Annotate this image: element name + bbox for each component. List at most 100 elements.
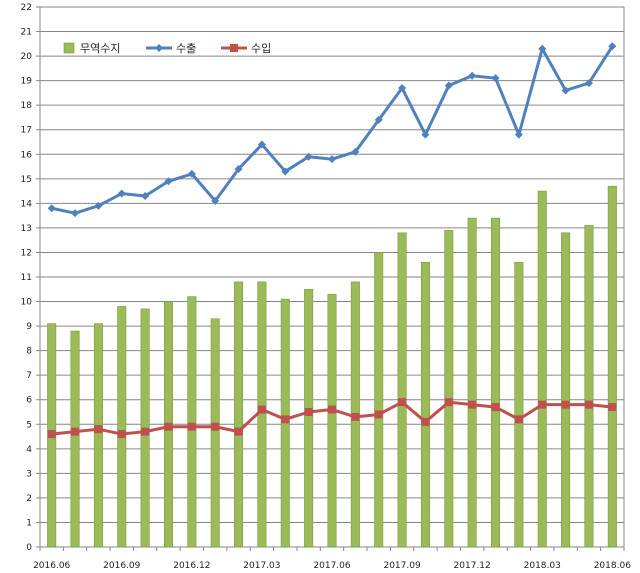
point-수출-2017.07: [351, 147, 360, 156]
y-tick-label: 10: [21, 298, 33, 308]
bar-2018.06: [607, 185, 617, 548]
bar-2016.07: [70, 330, 80, 548]
bar-2016.09: [117, 306, 127, 548]
bar-2017.03: [257, 281, 267, 548]
bar-2017.08: [374, 252, 384, 548]
point-수출-2016.12: [187, 169, 196, 178]
point-수입-2017.11: [444, 398, 453, 407]
point-수출-2016.10: [141, 192, 150, 200]
x-tick-label: 2017.03: [243, 561, 280, 571]
point-수입-2018.03: [538, 400, 547, 409]
point-수입-2018.05: [584, 400, 593, 409]
x-tick-label: 2016.12: [173, 561, 210, 571]
legend-label-수출: 수출: [176, 42, 196, 55]
y-tick-label: 11: [21, 273, 32, 283]
point-수입-2017.08: [374, 410, 383, 419]
bar-2017.09: [397, 232, 407, 548]
legend-marker-수입: [230, 44, 238, 52]
point-수입-2016.08: [94, 425, 103, 434]
point-수출-2016.09: [117, 189, 126, 198]
point-수입-2017.10: [421, 417, 430, 426]
point-수출-2016.06: [47, 204, 56, 213]
point-수출-2016.08: [94, 201, 103, 210]
x-tick-label: 2018.03: [524, 561, 561, 571]
x-tick-label: 2017.09: [383, 561, 420, 571]
y-tick-label: 19: [21, 77, 33, 87]
y-tick-label: 15: [21, 175, 32, 185]
y-tick-label: 4: [26, 445, 32, 455]
point-수출-2017.05: [304, 152, 313, 161]
x-tick-label: 2017.06: [313, 561, 350, 571]
point-수출-2018.01: [491, 74, 500, 83]
x-tick-label: 2017.12: [454, 561, 491, 571]
point-수입-2016.10: [141, 427, 150, 436]
y-tick-label: 8: [26, 347, 32, 357]
y-tick-label: 9: [26, 322, 32, 332]
y-tick-label: 20: [21, 52, 33, 62]
point-수출-2018.02: [514, 130, 523, 139]
point-수입-2018.02: [514, 415, 523, 424]
point-수입-2018.06: [608, 403, 617, 412]
bar-2017.12: [467, 217, 477, 548]
x-tick-label: 2018.06: [594, 561, 631, 571]
point-수출-2018.04: [561, 86, 570, 95]
y-tick-label: 22: [21, 3, 32, 13]
bar-2017.06: [327, 293, 337, 548]
y-tick-label: 12: [21, 248, 32, 258]
legend-swatch-무역수지: [63, 42, 75, 54]
bar-2018.03: [537, 190, 547, 548]
point-수입-2017.09: [398, 398, 407, 407]
point-수입-2017.05: [304, 408, 313, 416]
bar-2018.04: [561, 232, 571, 548]
point-수출-2018.03: [538, 44, 547, 53]
y-tick-label: 17: [21, 126, 32, 136]
point-수출-2017.12: [468, 71, 477, 80]
point-수출-2017.09: [398, 84, 407, 92]
y-tick-label: 16: [21, 150, 33, 160]
point-수입-2017.02: [234, 427, 243, 436]
point-수출-2017.01: [211, 196, 220, 205]
point-수출-2017.03: [257, 140, 266, 149]
point-수출-2016.11: [164, 177, 173, 186]
y-tick-label: 14: [21, 199, 33, 209]
y-tick-label: 18: [21, 101, 33, 111]
point-수출-2017.11: [444, 81, 453, 90]
point-수입-2017.03: [257, 405, 266, 414]
y-tick-label: 7: [26, 371, 32, 381]
y-tick-label: 3: [26, 469, 32, 479]
bar-2017.01: [210, 318, 220, 548]
y-tick-label: 6: [26, 396, 32, 406]
point-수입-2017.01: [211, 422, 220, 431]
bar-2016.08: [93, 323, 103, 548]
legend-label-무역수지: 무역수지: [80, 42, 120, 55]
bar-2018.01: [491, 217, 501, 548]
point-수입-2017.07: [351, 412, 360, 421]
x-tick-label: 2016.06: [33, 561, 70, 571]
point-수입-2016.09: [117, 430, 126, 439]
point-수출-2016.07: [71, 209, 80, 218]
bar-2016.12: [187, 296, 197, 548]
x-tick-label: 2016.09: [103, 561, 140, 571]
y-tick-label: 13: [21, 224, 32, 234]
legend-marker-수출: [155, 44, 163, 52]
y-tick-label: 21: [21, 28, 32, 38]
bar-2018.02: [514, 261, 524, 548]
bar-2018.05: [584, 225, 594, 548]
bar-2017.05: [304, 288, 314, 548]
point-수출-2017.10: [421, 130, 430, 139]
point-수입-2017.06: [328, 405, 336, 414]
point-수입-2016.11: [164, 422, 173, 431]
y-tick-label: 0: [26, 543, 32, 553]
point-수출-2017.02: [234, 165, 243, 173]
point-수입-2018.04: [561, 400, 570, 409]
bar-2017.10: [420, 261, 430, 548]
bar-2017.02: [234, 281, 244, 548]
point-수입-2017.04: [281, 415, 290, 424]
point-수입-2016.12: [187, 422, 196, 431]
point-수출-2017.04: [281, 167, 290, 176]
point-수출-2018.06: [608, 42, 617, 51]
point-수입-2016.06: [47, 430, 56, 439]
y-tick-label: 1: [26, 518, 32, 528]
point-수출-2017.06: [328, 155, 336, 164]
